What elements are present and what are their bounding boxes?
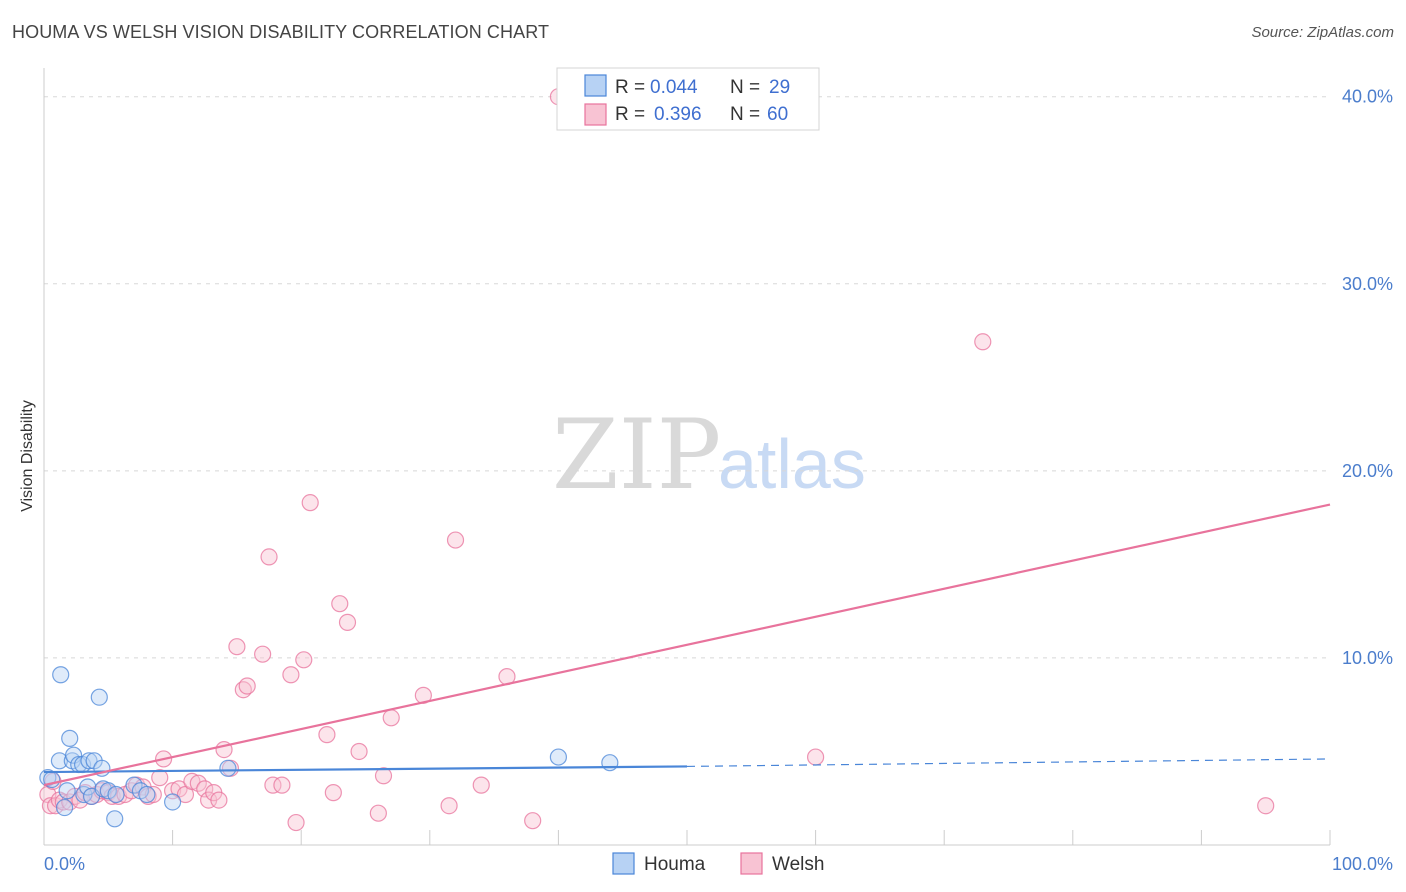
chart-title: HOUMA VS WELSH VISION DISABILITY CORRELA…	[12, 22, 550, 42]
welsh-point-21	[144, 785, 162, 804]
x-tick-label-max: 100.0%	[1332, 854, 1393, 874]
welsh-point-53	[382, 709, 400, 727]
legend-swatch-houma	[584, 74, 607, 97]
legend-welsh-n-label: N =	[730, 104, 760, 125]
houma-point-16	[90, 688, 108, 706]
series-legend-welsh: Welsh	[772, 854, 824, 875]
series-legend: Houma Welsh	[612, 852, 824, 875]
welsh-point-45	[301, 494, 319, 512]
houma-point-8	[64, 746, 83, 764]
welsh-point-57	[472, 776, 490, 794]
houma-point-21	[107, 785, 125, 804]
welsh-point-55	[440, 797, 458, 815]
series-legend-swatch-houma	[612, 852, 635, 875]
welsh-point-42	[282, 666, 300, 684]
source-note: Source: ZipAtlas.com	[1251, 24, 1394, 41]
welsh-point-29	[196, 780, 214, 798]
y-tick-label-3: 40.0%	[1342, 87, 1393, 107]
houma-trend-line	[43, 765, 688, 774]
watermark: ZIP atlas	[552, 399, 866, 511]
welsh-point-49	[338, 613, 357, 631]
stats-legend: R = 0.044 N = 29 R = 0.396 N = 60	[556, 67, 820, 131]
welsh-point-47	[324, 784, 342, 802]
houma-point-24	[138, 785, 156, 804]
welsh-trend-line	[43, 503, 1331, 787]
y-tick-label-1: 20.0%	[1342, 461, 1393, 481]
welsh-point-63	[1257, 797, 1275, 815]
legend-welsh-r-value: 0.396	[654, 104, 702, 125]
welsh-point-39	[260, 548, 278, 566]
welsh-point-41	[273, 776, 291, 794]
welsh-point-52	[369, 804, 387, 822]
houma-point-28	[601, 754, 619, 772]
houma-point-27	[549, 748, 568, 766]
welsh-point-38	[254, 645, 272, 663]
series-legend-houma: Houma	[644, 854, 706, 875]
welsh-point-61	[806, 748, 825, 766]
trend-lines	[43, 503, 1331, 787]
houma-point-13	[80, 752, 98, 770]
data-points	[39, 88, 1275, 832]
series-legend-swatch-welsh	[740, 852, 763, 875]
houma-point-3	[52, 666, 70, 684]
welsh-point-27	[183, 772, 201, 790]
legend-swatch-welsh	[584, 103, 607, 126]
y-tick-label-0: 10.0%	[1342, 648, 1393, 668]
welsh-point-46	[318, 726, 336, 744]
houma-point-26	[219, 759, 237, 777]
houma-point-5	[58, 782, 76, 800]
welsh-point-51	[374, 767, 393, 785]
grid	[44, 96, 1330, 659]
x-tick-label-min: 0.0%	[44, 854, 85, 874]
legend-houma-r-label: R =	[615, 77, 645, 98]
houma-point-4	[55, 798, 74, 817]
welsh-point-35	[228, 638, 246, 656]
legend-welsh-n-value: 60	[767, 104, 788, 125]
welsh-point-37	[238, 677, 256, 695]
welsh-point-43	[287, 813, 305, 832]
legend-welsh-r-label: R =	[615, 104, 645, 125]
axes	[43, 68, 1331, 846]
welsh-point-32	[210, 791, 228, 809]
welsh-point-59	[524, 812, 542, 830]
tick-labels: 10.0% 20.0% 30.0% 40.0% 0.0% 100.0%	[44, 87, 1393, 874]
welsh-point-62	[974, 333, 992, 351]
legend-houma-r-value: 0.044	[650, 77, 698, 98]
legend-houma-n-label: N =	[730, 77, 760, 98]
welsh-point-50	[350, 742, 368, 761]
welsh-point-40	[264, 776, 282, 794]
welsh-point-48	[331, 595, 349, 613]
legend-houma-n-value: 29	[769, 77, 790, 98]
welsh-point-44	[295, 651, 313, 669]
welsh-point-56	[446, 531, 465, 549]
watermark-zip: ZIP	[552, 399, 721, 511]
welsh-point-22	[151, 769, 169, 787]
houma-point-6	[61, 729, 79, 747]
y-tick-label-2: 30.0%	[1342, 274, 1393, 294]
houma-trend-extension	[686, 758, 1331, 768]
welsh-point-1	[41, 797, 60, 815]
watermark-atlas: atlas	[718, 425, 866, 503]
houma-point-20	[106, 810, 124, 828]
houma-point-25	[164, 793, 182, 811]
